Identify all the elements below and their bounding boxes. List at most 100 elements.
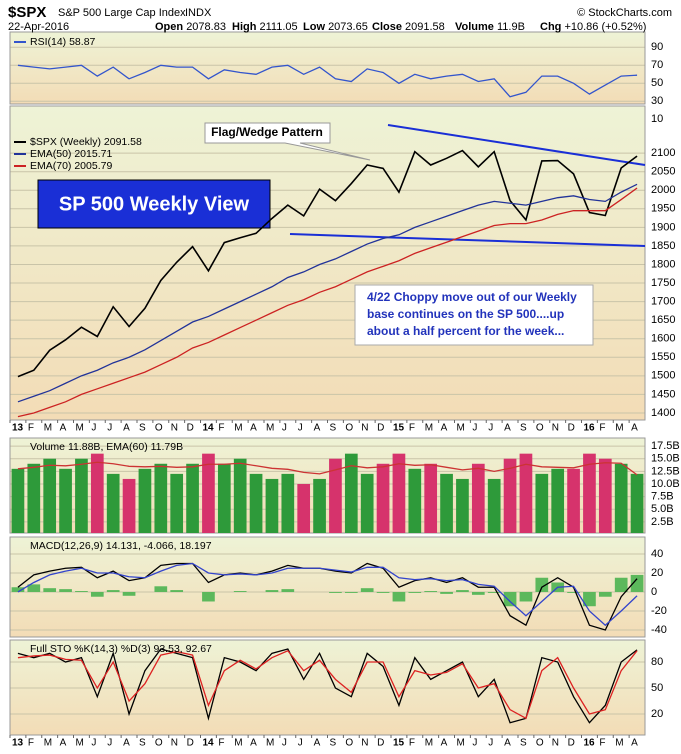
y-tick-label: 15.0B: [651, 453, 680, 465]
bar: [487, 478, 501, 533]
date: 22-Apr-2016: [8, 21, 69, 33]
x-tick-label: D: [568, 738, 575, 749]
legend-text: Full STO %K(14,3) %D(3) 93.53, 92.67: [30, 643, 212, 655]
series-line: [17, 183, 638, 403]
panel-background: [10, 640, 645, 735]
bar: [456, 590, 469, 592]
bar: [535, 473, 549, 533]
bar: [11, 468, 25, 533]
x-tick-label: F: [28, 423, 34, 434]
x-tick-label: O: [536, 738, 544, 749]
panel-frame: [9, 536, 646, 638]
x-tick-label: J: [91, 423, 96, 434]
x-tick-label: D: [377, 738, 384, 749]
x-tick-label: M: [457, 423, 465, 434]
x-tick-label: N: [552, 423, 559, 434]
bar: [202, 453, 215, 533]
x-tick-label: O: [345, 423, 353, 434]
x-tick-label: F: [599, 423, 605, 434]
bar: [424, 591, 438, 592]
legend-text: $SPX (Weekly) 2091.58: [30, 136, 142, 148]
bar: [154, 463, 168, 533]
x-tick-label: J: [488, 423, 493, 434]
x-tick-label: A: [631, 738, 638, 749]
bar: [456, 478, 469, 533]
bar: [43, 588, 57, 592]
title-box: [37, 179, 271, 229]
y-tick-label: 17.5B: [651, 440, 680, 452]
bar: [519, 453, 533, 533]
y-tick-label: 2000: [651, 184, 675, 196]
x-tick-label: S: [139, 738, 146, 749]
y-tick-label: 1750: [651, 277, 675, 289]
bar: [90, 453, 104, 533]
bar: [329, 591, 342, 593]
bar: [154, 586, 168, 592]
comment-line: 4/22 Choppy move out of our Weekly: [367, 290, 577, 304]
y-tick-label: 70: [651, 59, 663, 71]
bar: [122, 478, 136, 533]
bar: [392, 453, 406, 533]
x-tick-label: 14: [203, 738, 215, 749]
x-tick-label: N: [361, 423, 368, 434]
bar: [281, 473, 295, 533]
bar: [408, 591, 422, 593]
x-tick-label: O: [155, 423, 163, 434]
x-tick-label: J: [107, 423, 112, 434]
bar: [440, 473, 453, 533]
y-tick-label: -20: [651, 605, 667, 617]
series-line: [17, 149, 638, 378]
y-tick-label: 1650: [651, 314, 675, 326]
y-tick-label: 30: [651, 95, 663, 107]
index-name: S&P 500 Large Cap Index: [58, 7, 186, 19]
bar: [376, 463, 390, 533]
series-line: [17, 649, 638, 720]
bar: [138, 468, 152, 533]
x-tick-label: M: [615, 738, 623, 749]
bar: [614, 463, 628, 533]
y-tick-label: 1800: [651, 258, 675, 270]
y-tick-label: 1500: [651, 370, 675, 382]
quote-item: Close 2091.58: [372, 21, 445, 33]
x-tick-label: S: [520, 738, 527, 749]
copyright: © StockCharts.com: [577, 7, 672, 19]
x-tick-label: J: [472, 738, 477, 749]
x-tick-label: A: [60, 738, 67, 749]
x-tick-label: J: [107, 738, 112, 749]
y-tick-label: 12.5B: [651, 465, 680, 477]
bar: [249, 473, 263, 533]
bar: [630, 574, 644, 592]
bar: [281, 589, 295, 592]
x-tick-label: A: [314, 738, 321, 749]
bar: [43, 458, 57, 533]
x-tick-label: N: [171, 738, 178, 749]
x-tick-label: J: [472, 423, 477, 434]
x-tick-label: F: [599, 738, 605, 749]
bar: [265, 590, 279, 592]
bar: [551, 468, 565, 533]
bar: [170, 590, 184, 592]
bar: [408, 468, 422, 533]
panel-frame: [9, 437, 646, 534]
x-tick-label: A: [60, 423, 67, 434]
y-tick-label: 1850: [651, 240, 675, 252]
quote-label: Volume: [455, 21, 494, 33]
quote-value: 11.9B: [497, 21, 525, 33]
bar: [27, 463, 41, 533]
y-tick-label: 50: [651, 77, 663, 89]
x-tick-label: M: [457, 738, 465, 749]
wedge-upper-line: [387, 124, 646, 166]
legend-text: RSI(14) 58.87: [30, 36, 96, 48]
quote-value: 2078.83: [186, 21, 226, 33]
bar: [471, 463, 485, 533]
y-tick-label: 90: [651, 41, 663, 53]
series-line: [17, 461, 638, 476]
x-tick-label: M: [44, 738, 52, 749]
y-tick-label: 0: [651, 586, 657, 598]
bar: [440, 591, 453, 594]
x-tick-label: N: [552, 738, 559, 749]
bar: [503, 458, 517, 533]
legend-text: EMA(70) 2005.79: [30, 160, 112, 172]
bar: [614, 577, 628, 592]
x-tick-label: M: [234, 738, 242, 749]
